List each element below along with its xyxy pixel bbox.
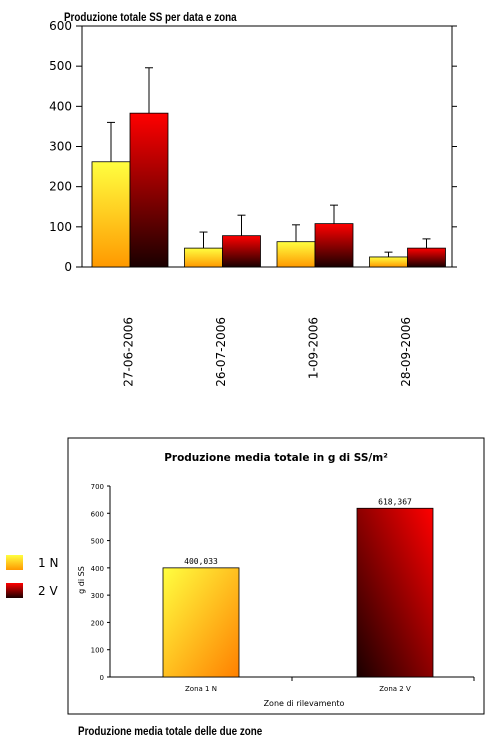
chart1-ytick-label: 600 [49, 19, 72, 33]
chart1-bar-2v [314, 223, 354, 268]
chart2-ytick-label: 0 [100, 674, 104, 682]
chart2-ytick-label: 700 [91, 483, 104, 491]
chart2-ytick-label: 400 [91, 565, 104, 573]
chart1-category-label: 1-09-2006 [306, 317, 320, 379]
chart1-ytick-label: 0 [64, 260, 72, 274]
chart2-bar-zona-2v [356, 507, 434, 678]
chart1-bar-2v [222, 235, 261, 268]
chart2-ytick-label: 200 [91, 619, 104, 627]
chart1-bars [91, 67, 446, 268]
chart1-ytick-label: 100 [49, 220, 72, 234]
chart1-category-label: 26-07-2006 [214, 317, 228, 387]
chart1-axes [76, 25, 457, 268]
figure-caption: Produzione media totale delle due zone [78, 724, 263, 738]
legend-swatch-2v [6, 583, 23, 598]
chart2-title: Produzione media totale in g di SS/m² [164, 452, 388, 464]
chart1-bar-2v [129, 112, 169, 268]
legend-label-2v: 2 V [38, 584, 58, 598]
chart2-data-label: 400,033 [184, 557, 218, 566]
legend-label-1n: 1 N [38, 556, 58, 570]
chart2-ytick-label: 500 [91, 538, 104, 546]
chart1-ytick-label: 500 [49, 59, 72, 73]
chart2-bar-zona-1n [162, 567, 240, 678]
chart1-ytick-label: 300 [49, 140, 72, 154]
chart2-y-ticks: 0 100 200 300 400 500 600 700 [91, 483, 104, 682]
chart1-x-categories: 27-06-2006 26-07-2006 1-09-2006 28-09-2006 [121, 317, 413, 387]
chart2-xlabel: Zone di rilevamento [264, 699, 345, 708]
chart2-data-label: 618,367 [378, 497, 412, 506]
legend-swatch-1n [6, 555, 23, 570]
chart2-ytick-label: 100 [91, 647, 104, 655]
chart1-category-label: 27-06-2006 [121, 317, 135, 387]
chart1-ytick-label: 400 [49, 99, 72, 113]
chart1-ytick-label: 200 [49, 180, 72, 194]
chart1-title: Produzione totale SS per data e zona [64, 11, 238, 24]
chart-production-by-date: Produzione totale SS per data e zona 0 10… [49, 11, 457, 387]
chart2-category-label: Zona 1 N [185, 685, 217, 693]
chart2-ytick-label: 300 [91, 592, 104, 600]
chart2-category-label: Zona 2 V [379, 685, 411, 693]
chart2-x-categories: Zona 1 N Zona 2 V [185, 685, 411, 693]
chart1-category-label: 28-09-2006 [399, 317, 413, 387]
chart2-ytick-label: 600 [91, 510, 104, 518]
chart1-y-ticks: 0 100 200 300 400 500 600 [49, 19, 72, 274]
chart2-ylabel: g di SS [77, 566, 86, 594]
legend: 1 N 2 V [6, 555, 58, 598]
chart2-bars: 400,033 618,367 [162, 497, 434, 678]
chart1-bar-1n [91, 161, 131, 268]
